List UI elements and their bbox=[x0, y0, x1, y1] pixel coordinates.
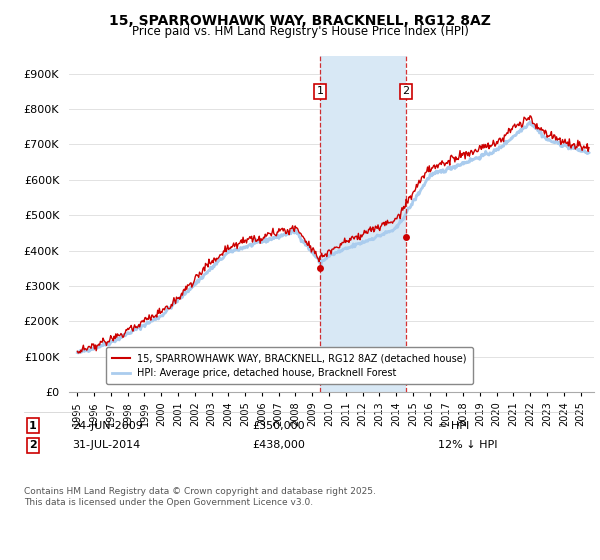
Legend: 15, SPARROWHAWK WAY, BRACKNELL, RG12 8AZ (detached house), HPI: Average price, d: 15, SPARROWHAWK WAY, BRACKNELL, RG12 8AZ… bbox=[106, 347, 473, 384]
Text: £438,000: £438,000 bbox=[252, 440, 305, 450]
Text: 1: 1 bbox=[317, 86, 324, 96]
Text: 1: 1 bbox=[29, 421, 37, 431]
Text: £350,000: £350,000 bbox=[252, 421, 305, 431]
Text: 31-JUL-2014: 31-JUL-2014 bbox=[72, 440, 140, 450]
Text: 15, SPARROWHAWK WAY, BRACKNELL, RG12 8AZ: 15, SPARROWHAWK WAY, BRACKNELL, RG12 8AZ bbox=[109, 14, 491, 28]
Bar bbox=[320, 56, 406, 392]
Text: 24-JUN-2009: 24-JUN-2009 bbox=[72, 421, 143, 431]
Text: 2: 2 bbox=[402, 86, 409, 96]
Text: 12% ↓ HPI: 12% ↓ HPI bbox=[438, 440, 497, 450]
Text: Price paid vs. HM Land Registry's House Price Index (HPI): Price paid vs. HM Land Registry's House … bbox=[131, 25, 469, 38]
Text: 2: 2 bbox=[29, 440, 37, 450]
Text: ≈ HPI: ≈ HPI bbox=[438, 421, 469, 431]
Text: Contains HM Land Registry data © Crown copyright and database right 2025.
This d: Contains HM Land Registry data © Crown c… bbox=[24, 487, 376, 507]
